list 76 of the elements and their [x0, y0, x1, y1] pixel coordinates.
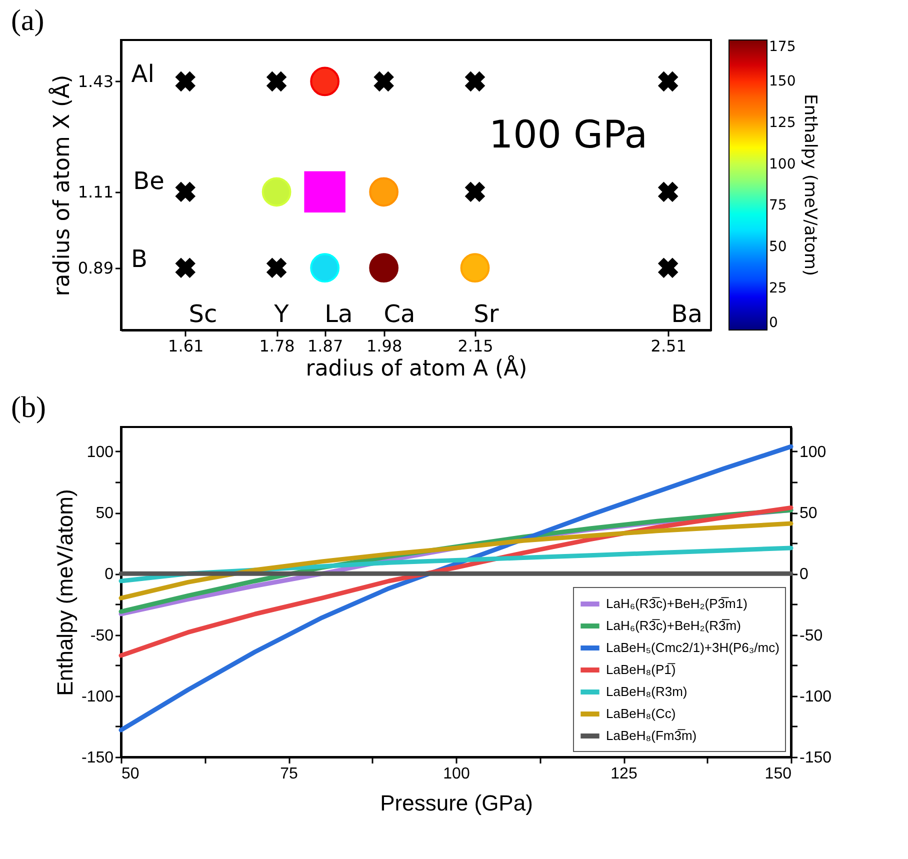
annotation: B	[131, 244, 148, 273]
y-tick-label: 50	[96, 505, 114, 522]
y2-tick-label: -150	[800, 750, 832, 766]
point	[175, 182, 196, 202]
chart-title: (a)	[11, 4, 44, 37]
y2-tick-label: 0	[800, 566, 808, 584]
x-tick-label: 125	[610, 766, 638, 782]
x-axis-title: Pressure (GPa)	[380, 790, 533, 816]
legend-label: LaH₆(R3̅c)+BeH₂(R3̅m)	[606, 618, 741, 633]
point	[369, 177, 399, 207]
point	[658, 182, 678, 202]
legend-label: LaBeH₅(Cmc2/1)+3H(P6₃/mc)	[606, 640, 780, 655]
y-tick-label: 0	[104, 566, 114, 584]
chart-title: (b)	[11, 391, 46, 424]
color-bar-label: 50	[769, 239, 787, 256]
point	[460, 253, 490, 283]
y-tick-label: 1.43	[78, 72, 114, 91]
y-tick-label: 100	[86, 444, 114, 461]
y2-tick-label: -100	[800, 688, 832, 706]
annotation: Ca	[384, 300, 416, 328]
point	[175, 71, 196, 92]
legend-label: LaH₆(R3̅c)+BeH₂(P3̅m1)	[606, 596, 748, 611]
color-bar-label: 175	[769, 39, 796, 55]
point	[304, 171, 346, 213]
point	[262, 177, 292, 207]
color-bar-label: 75	[769, 198, 787, 214]
legend-label: LaBeH₈(P1̅)	[606, 662, 676, 677]
legend-label: LaBeH₈(Cc)	[606, 706, 676, 721]
annotation: 100 GPa	[488, 112, 648, 157]
point	[266, 71, 287, 92]
y-tick-label: -100	[81, 688, 114, 706]
annotation: Ba	[671, 300, 702, 328]
color-bar-title: Enthalpy (meV/atom)	[800, 94, 820, 276]
y-axis-title: radius of atom X (Å)	[48, 74, 75, 296]
x-tick-label: 100	[443, 766, 470, 782]
x-tick-label: 1.87	[308, 336, 344, 356]
x-tick-label: 50	[122, 766, 140, 782]
point	[310, 66, 340, 96]
color-bar-label: 0	[769, 315, 778, 331]
point	[175, 258, 196, 278]
annotation: La	[324, 300, 353, 328]
point	[266, 258, 287, 278]
point	[464, 182, 486, 202]
x-tick-label: 1.61	[168, 336, 204, 356]
color-bar-label: 100	[769, 156, 796, 172]
point	[658, 258, 678, 278]
point	[658, 71, 678, 92]
y2-tick-label: -50	[800, 627, 823, 644]
point	[369, 253, 399, 283]
y-tick-label: -150	[81, 750, 114, 766]
x-tick-label: 150	[764, 766, 792, 782]
point	[464, 71, 486, 92]
annotation: Sc	[188, 300, 218, 328]
y-axis-title: Enthalpy (meV/atom)	[52, 489, 78, 696]
color-bar-label: 125	[769, 114, 796, 131]
legend-label: LaBeH₈(Fm3̅m)	[606, 728, 697, 743]
x-tick-label: 1.98	[366, 336, 402, 356]
legend-label: LaBeH₈(R3m)	[606, 684, 688, 699]
x-tick-label: 2.51	[650, 336, 686, 356]
y-tick-label: 1.11	[78, 182, 114, 202]
annotation: Sr	[474, 300, 499, 328]
y2-tick-label: 50	[800, 505, 818, 522]
annotation: Y	[273, 300, 290, 328]
y-tick-label: -50	[90, 627, 114, 644]
x-axis-title: radius of atom A (Å)	[306, 354, 528, 382]
color-bar-label: 150	[769, 73, 796, 90]
point	[374, 71, 394, 92]
annotation: Al	[131, 60, 154, 88]
annotation: Be	[133, 167, 164, 196]
point	[310, 253, 340, 283]
x-tick-label: 1.78	[259, 336, 295, 356]
x-tick-label: 75	[280, 766, 298, 782]
x-tick-label: 2.15	[458, 336, 494, 356]
y-tick-label: 0.89	[78, 258, 114, 278]
color-bar-label: 25	[769, 280, 787, 297]
y2-tick-label: 100	[800, 444, 826, 461]
